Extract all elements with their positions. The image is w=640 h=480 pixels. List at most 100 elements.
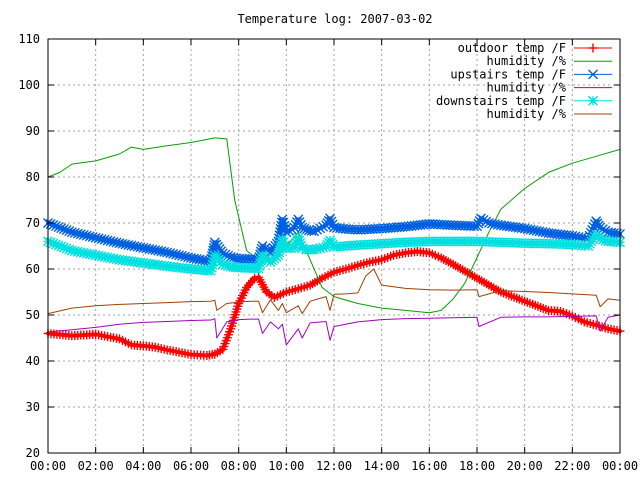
y-tick-label: 30 <box>26 400 40 414</box>
legend-marker <box>588 69 598 80</box>
series-3-point <box>522 224 533 235</box>
series-3-point <box>183 252 194 263</box>
x-tick-label: 16:00 <box>411 459 447 473</box>
series-3-point <box>56 223 67 234</box>
series-3-point <box>483 218 494 228</box>
series-3-point <box>534 226 545 237</box>
series-3-point <box>123 239 134 250</box>
y-tick-label: 20 <box>26 446 40 460</box>
series-5-point <box>597 234 608 245</box>
y-tick-label: 110 <box>18 32 40 46</box>
series-3-point <box>597 224 608 235</box>
x-tick-label: 08:00 <box>221 459 257 473</box>
series-3-point <box>165 248 176 259</box>
series-5-point <box>205 265 216 276</box>
series-3-point <box>144 243 155 254</box>
series-5-point <box>256 252 267 263</box>
series-3-point <box>528 225 539 236</box>
series-5-point <box>295 238 306 249</box>
series-3-point <box>312 224 323 235</box>
x-tick-label: 20:00 <box>507 459 543 473</box>
series-3-point <box>78 229 89 240</box>
series-5-point <box>220 260 231 271</box>
series-3-point <box>475 213 486 224</box>
series-5-point <box>56 241 67 252</box>
series-3-point <box>174 250 185 261</box>
series-3-point <box>120 239 131 250</box>
series-3-point <box>168 248 179 259</box>
series-3-point <box>108 236 119 247</box>
series-3-point <box>99 234 110 245</box>
series-3-point <box>126 240 137 251</box>
series-3-point <box>141 243 152 254</box>
series-3-point <box>278 217 289 228</box>
x-tick-label: 00:00 <box>602 459 638 473</box>
series-3-point <box>486 218 497 229</box>
series-5-point <box>217 259 228 270</box>
series-5-point <box>297 243 308 254</box>
series-3-point <box>69 227 80 238</box>
series-4-line <box>47 314 621 346</box>
series-3-point <box>519 223 530 234</box>
legend-label: downstairs temp /F <box>436 94 566 108</box>
y-tick-label: 40 <box>26 354 40 368</box>
series-5-point <box>206 262 217 273</box>
series-3-point <box>53 222 64 233</box>
series-3-point <box>159 246 170 257</box>
series-3-point <box>180 251 191 262</box>
series-3-point <box>58 224 69 235</box>
x-tick-label: 18:00 <box>459 459 495 473</box>
series-3-point <box>315 223 326 234</box>
series-3-point <box>150 245 161 256</box>
series-3-point <box>537 226 548 237</box>
series-5-point <box>600 235 611 246</box>
series-3-point <box>138 242 149 253</box>
series-5 <box>43 229 625 276</box>
series-5-point <box>58 242 69 253</box>
series-6-line <box>47 268 621 315</box>
series-3-point <box>171 249 182 260</box>
y-tick-label: 70 <box>26 216 40 230</box>
series-3-point <box>132 241 143 252</box>
series-3-point <box>81 230 92 241</box>
series-3-point <box>135 242 146 253</box>
series-6 <box>47 268 621 315</box>
x-tick-label: 02:00 <box>78 459 114 473</box>
series-3-point <box>293 214 304 225</box>
series-3-point <box>153 245 164 256</box>
series-3-point <box>84 231 95 242</box>
series-5-point <box>48 238 59 249</box>
series-5-point <box>253 263 264 274</box>
series-3-point <box>277 214 288 225</box>
series-3-point <box>478 214 489 225</box>
series-3-point <box>489 219 500 230</box>
series-3-point <box>129 241 140 252</box>
series-3-point <box>111 237 122 248</box>
legend-label: humidity /% <box>487 107 567 121</box>
chart-title: Temperature log: 2007-03-02 <box>237 12 432 26</box>
series-3-point <box>162 247 173 258</box>
series-5-point <box>209 253 220 264</box>
series-3-point <box>102 235 113 246</box>
series-3-point <box>220 249 231 260</box>
series-3-point <box>156 246 167 257</box>
x-tick-label: 06:00 <box>173 459 209 473</box>
series-3-point <box>600 225 611 236</box>
series-5-point <box>64 244 75 255</box>
y-tick-label: 60 <box>26 262 40 276</box>
series-5-point <box>294 235 305 246</box>
series-5-point <box>595 234 606 245</box>
legend-label: humidity /% <box>487 81 567 95</box>
y-tick-label: 80 <box>26 170 40 184</box>
legend-label: upstairs temp /F <box>450 67 566 81</box>
series-4 <box>47 314 621 346</box>
legend-label: outdoor temp /F <box>458 41 566 55</box>
series-3-point <box>281 227 292 238</box>
x-tick-label: 14:00 <box>364 459 400 473</box>
series-5-point <box>277 234 288 245</box>
series-3-point <box>217 248 228 259</box>
series-3-point <box>114 238 125 249</box>
y-tick-label: 50 <box>26 308 40 322</box>
